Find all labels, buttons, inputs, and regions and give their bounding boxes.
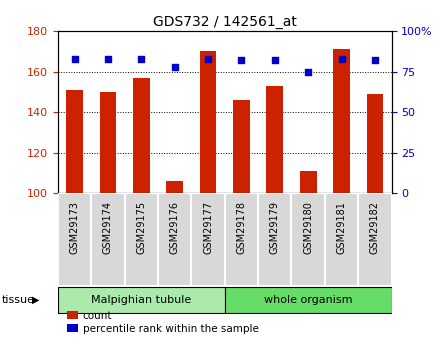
Text: GSM29182: GSM29182 [370,201,380,254]
Bar [358,193,392,286]
Point [105,56,112,61]
Text: ▶: ▶ [32,295,40,305]
Point [71,56,78,61]
Text: GSM29173: GSM29173 [69,201,80,254]
Text: GSM29177: GSM29177 [203,201,213,254]
Text: whole organism: whole organism [264,295,352,305]
Bar [91,193,125,286]
Bar [133,78,150,193]
Bar [291,193,325,286]
Point [338,56,345,61]
Bar [166,181,183,193]
Point [271,58,279,63]
Bar [267,86,283,193]
Title: GDS732 / 142561_at: GDS732 / 142561_at [153,14,297,29]
Text: GSM29179: GSM29179 [270,201,280,254]
Bar [367,94,383,193]
Bar [258,193,291,286]
Bar [333,49,350,193]
Text: Malpighian tubule: Malpighian tubule [91,295,191,305]
Bar [200,51,216,193]
Bar [300,171,316,193]
Point [372,58,379,63]
Text: GSM29176: GSM29176 [170,201,180,254]
Bar [325,193,358,286]
Point [171,64,178,69]
Bar [225,287,392,313]
Text: GSM29175: GSM29175 [136,201,146,254]
Bar [191,193,225,286]
Point [205,56,212,61]
Bar [225,193,258,286]
Bar [58,193,91,286]
Point [305,69,312,74]
Point [238,58,245,63]
Text: GSM29178: GSM29178 [236,201,247,254]
Bar [125,193,158,286]
Legend: count, percentile rank within the sample: count, percentile rank within the sample [63,307,263,338]
Text: tissue: tissue [2,295,35,305]
Text: GSM29180: GSM29180 [303,201,313,254]
Bar [58,287,225,313]
Bar [100,92,116,193]
Bar [158,193,191,286]
Point [138,56,145,61]
Text: GSM29181: GSM29181 [336,201,347,254]
Text: GSM29174: GSM29174 [103,201,113,254]
Bar [233,100,250,193]
Bar [66,90,83,193]
